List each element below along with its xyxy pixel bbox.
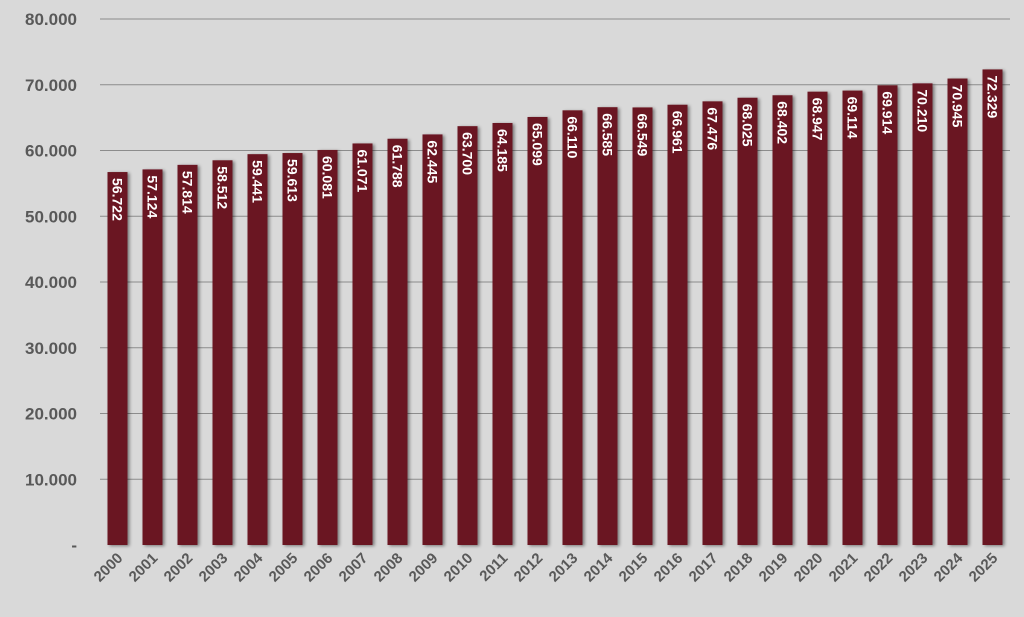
bar — [597, 107, 618, 546]
x-tick-label: 2003 — [196, 550, 232, 586]
x-tick-label: 2019 — [756, 550, 792, 586]
x-tick-label: 2018 — [721, 550, 757, 586]
bar — [667, 104, 688, 546]
bar — [527, 116, 548, 546]
x-tick-label: 2021 — [826, 550, 862, 586]
bar — [737, 97, 758, 545]
x-tick-label: 2005 — [266, 550, 302, 586]
y-tick-label: 10.000 — [25, 470, 77, 489]
bar — [912, 83, 933, 545]
bar — [107, 172, 128, 545]
x-tick-label: 2014 — [581, 549, 617, 585]
bar — [247, 154, 268, 546]
data-label: 67.476 — [705, 107, 721, 150]
data-label: 57.124 — [145, 175, 161, 218]
bar — [772, 95, 793, 546]
data-label: 56.722 — [110, 178, 126, 221]
x-tick-label: 2009 — [406, 550, 442, 586]
data-label: 57.814 — [180, 171, 196, 214]
data-label: 66.961 — [670, 111, 686, 154]
x-tick-label: 2006 — [301, 550, 337, 586]
data-label: 68.025 — [740, 104, 756, 147]
data-label: 58.512 — [215, 166, 231, 209]
bar — [177, 164, 198, 545]
x-tick-label: 2022 — [861, 550, 897, 586]
x-tick-label: 2002 — [161, 550, 197, 586]
x-tick-label: 2011 — [476, 550, 511, 585]
y-tick-label: 80.000 — [25, 10, 77, 29]
bar — [632, 107, 653, 546]
bar — [282, 153, 303, 545]
data-label: 68.947 — [810, 98, 826, 141]
x-tick-label: 2025 — [966, 550, 1002, 586]
bar — [422, 134, 443, 545]
data-labels: 56.722 57.124 57.814 58.512 59.441 59.613 60.0… — [110, 75, 1001, 221]
data-label: 62.445 — [425, 140, 441, 183]
data-label: 69.914 — [880, 91, 896, 134]
x-axis-ticks: 2000 2001 2002 2003 2004 2005 2006 2007 2008 2009… — [91, 549, 1002, 585]
data-label: 66.585 — [600, 113, 616, 156]
bar — [352, 143, 373, 545]
bars — [107, 69, 1003, 546]
bar — [842, 90, 863, 546]
data-label: 70.945 — [950, 85, 966, 128]
y-tick-label: 30.000 — [25, 339, 77, 358]
bar — [492, 122, 513, 545]
data-label: 68.402 — [775, 101, 791, 144]
x-tick-label: 2013 — [546, 550, 582, 586]
data-label: 60.081 — [320, 156, 336, 199]
y-tick-label: - — [71, 536, 77, 555]
x-tick-label: 2004 — [231, 549, 267, 585]
bar — [212, 160, 233, 545]
data-label: 63.700 — [460, 132, 476, 175]
y-tick-label: 20.000 — [25, 405, 77, 424]
x-tick-label: 2023 — [896, 550, 932, 586]
x-tick-label: 2024 — [931, 549, 967, 585]
x-tick-label: 2000 — [91, 550, 127, 586]
data-label: 65.099 — [530, 123, 546, 166]
bar — [877, 85, 898, 545]
data-label: 64.185 — [495, 129, 511, 172]
bar — [317, 149, 338, 546]
gridlines — [100, 18, 1010, 480]
bar — [142, 169, 163, 545]
y-tick-label: 60.000 — [25, 142, 77, 161]
bar — [807, 91, 828, 546]
x-tick-label: 2010 — [441, 550, 477, 586]
bar — [982, 69, 1003, 545]
bar — [457, 126, 478, 546]
data-label: 66.110 — [565, 116, 581, 158]
x-tick-label: 2007 — [336, 550, 372, 586]
y-axis-ticks: - 10.000 20.000 30.000 40.000 50.000 60.000 70.… — [25, 10, 77, 555]
y-tick-label: 50.000 — [25, 207, 77, 226]
bar — [702, 101, 723, 545]
data-label: 59.613 — [285, 159, 301, 202]
x-tick-label: 2016 — [651, 550, 687, 586]
bar — [387, 138, 408, 545]
bar — [562, 110, 583, 545]
data-label: 70.210 — [915, 89, 931, 132]
y-tick-label: 70.000 — [25, 76, 77, 95]
x-tick-label: 2017 — [686, 550, 722, 586]
y-tick-label: 40.000 — [25, 273, 77, 292]
x-tick-label: 2012 — [511, 550, 547, 586]
x-tick-label: 2001 — [126, 550, 162, 586]
data-label: 61.071 — [355, 149, 371, 192]
data-label: 72.329 — [985, 75, 1001, 118]
x-tick-label: 2020 — [791, 550, 827, 586]
bar — [947, 78, 968, 546]
data-label: 69.114 — [845, 97, 861, 139]
data-label: 59.441 — [250, 160, 266, 203]
x-tick-label: 2015 — [616, 550, 652, 586]
x-tick-label: 2008 — [371, 550, 407, 586]
data-label: 66.549 — [635, 113, 651, 156]
data-label: 61.788 — [390, 145, 406, 188]
